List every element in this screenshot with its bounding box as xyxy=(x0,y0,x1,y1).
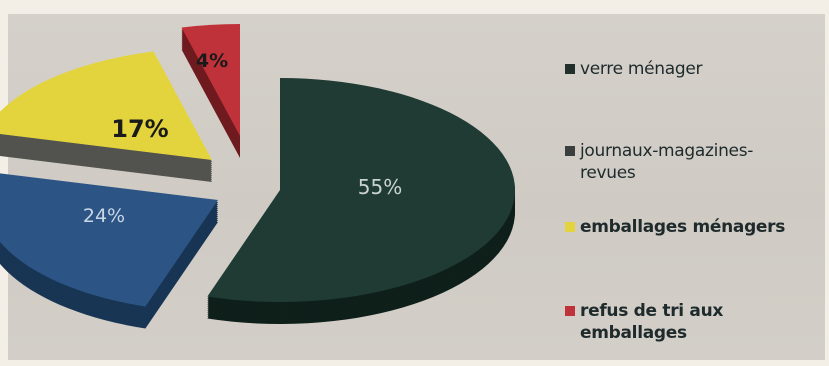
slice-label-verre: 55% xyxy=(358,175,402,199)
pie-slice-3 xyxy=(181,24,240,158)
legend-swatch-verre xyxy=(565,64,575,74)
legend-item-emballages: emballages ménagers xyxy=(565,216,828,238)
legend-item-journaux: journaux-magazines-revues xyxy=(565,140,800,184)
legend-swatch-refus xyxy=(565,306,575,316)
pie-slice-0 xyxy=(207,78,515,324)
pie-slice-2 xyxy=(0,51,212,182)
legend-label-journaux: journaux-magazines-revues xyxy=(580,141,754,183)
legend-label-refus: refus de tri aux emballages xyxy=(580,301,724,343)
slice-label-emballages: 17% xyxy=(111,115,168,143)
legend-label-emballages: emballages ménagers xyxy=(580,217,786,237)
pie-slices xyxy=(0,24,515,329)
slice-label-journaux: 24% xyxy=(83,205,125,227)
legend-swatch-emballages xyxy=(565,222,575,232)
pie-slice-top xyxy=(207,78,515,302)
legend-label-verre: verre ménager xyxy=(580,59,703,79)
chart-legend: verre ménager journaux-magazines-revues … xyxy=(565,58,829,358)
pie-slice-top xyxy=(181,24,240,136)
legend-swatch-journaux xyxy=(565,146,575,156)
legend-item-refus: refus de tri aux emballages xyxy=(565,300,760,344)
pie-slice-top xyxy=(0,51,212,160)
legend-item-verre: verre ménager xyxy=(565,58,828,80)
pie-slice-top xyxy=(0,173,218,307)
slice-label-refus: 4% xyxy=(196,50,228,72)
pie-labels: 55% 24% 17% 4% xyxy=(83,50,402,227)
pie-slice-1 xyxy=(0,173,218,329)
